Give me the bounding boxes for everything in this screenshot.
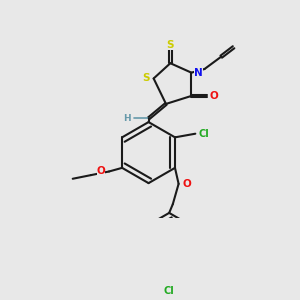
Text: O: O [182,179,191,189]
Text: O: O [97,167,105,176]
Text: Cl: Cl [164,286,175,296]
Text: N: N [194,68,203,78]
Text: S: S [167,40,174,50]
Text: O: O [210,91,218,101]
Text: H: H [123,114,130,123]
Text: S: S [142,74,149,83]
Text: Cl: Cl [199,129,210,139]
